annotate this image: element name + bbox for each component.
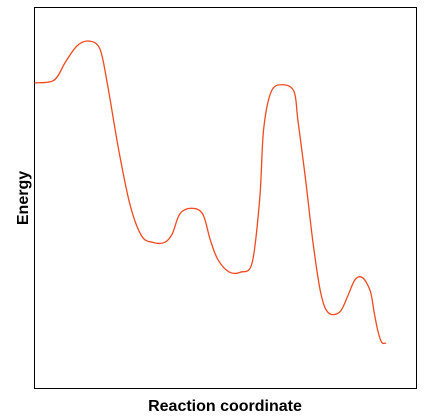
x-axis-label: Reaction coordinate bbox=[148, 398, 302, 415]
energy-curve-line bbox=[35, 41, 386, 344]
y-axis-label: Energy bbox=[15, 171, 32, 225]
series-layer bbox=[35, 41, 386, 344]
plot-frame bbox=[35, 8, 417, 389]
